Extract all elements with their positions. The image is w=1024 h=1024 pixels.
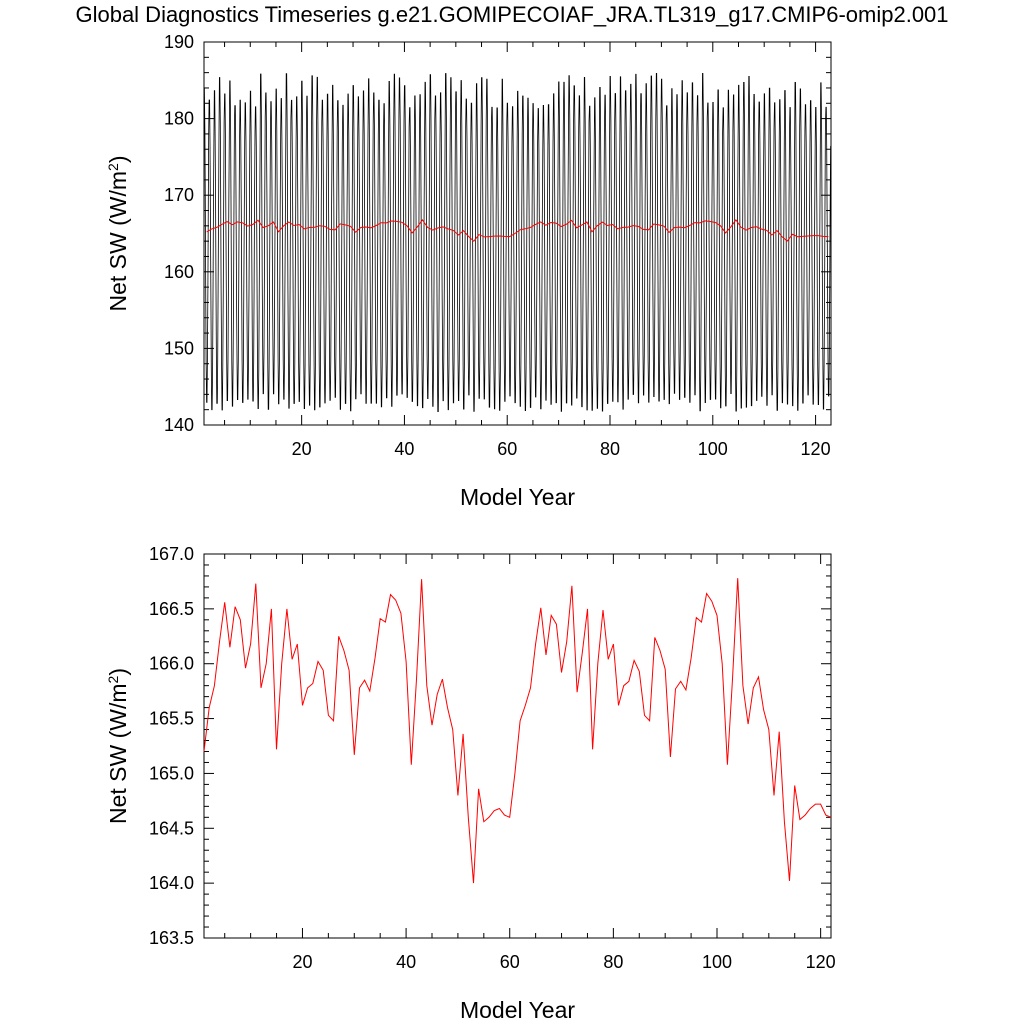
x-axis-label: Model Year — [460, 997, 575, 1023]
y-tick-label: 190 — [164, 32, 194, 52]
y-tick-label: 170 — [164, 185, 194, 205]
y-tick-label: 164.5 — [149, 818, 194, 838]
y-tick-label: 180 — [164, 109, 194, 129]
x-tick-label: 120 — [806, 952, 836, 972]
top-plot-area: 20 40 60 80 100 120 140 150 160 170 180 190 Model Ye… — [105, 32, 832, 510]
x-tick-label: 100 — [702, 952, 732, 972]
x-tick-label: 20 — [292, 439, 312, 459]
y-tick-label: 165.5 — [149, 709, 194, 729]
y-axis-label: Net SW (W/m2) — [105, 668, 131, 824]
x-tick-label: 60 — [500, 952, 520, 972]
y-axis-label: Net SW (W/m2) — [105, 155, 131, 311]
y-tick-label: 166.0 — [149, 654, 194, 674]
x-tick-label: 100 — [698, 439, 728, 459]
plot-frame — [203, 41, 832, 426]
bottom-plot-area: 20 40 60 80 100 120 163.5 164.0 164.5 165.0 165.5 1… — [105, 544, 836, 1023]
plot-frame — [203, 553, 832, 939]
x-tick-label: 40 — [394, 439, 414, 459]
x-tick-label: 80 — [603, 952, 623, 972]
annual-series-line — [203, 578, 832, 884]
y-tick-label: 140 — [164, 415, 194, 435]
monthly-series-line — [204, 73, 831, 412]
x-tick-label: 60 — [497, 439, 517, 459]
y-tick-label: 165.0 — [149, 763, 194, 783]
x-tick-label: 40 — [396, 952, 416, 972]
y-tick-label: 167.0 — [149, 544, 194, 564]
x-tick-label: 20 — [292, 952, 312, 972]
y-tick-label: 160 — [164, 262, 194, 282]
y-tick-label: 164.0 — [149, 873, 194, 893]
annual-mean-line — [206, 219, 829, 242]
x-tick-label: 120 — [801, 439, 831, 459]
x-axis-label: Model Year — [460, 484, 575, 510]
figure-title: Global Diagnostics Timeseries g.e21.GOMI… — [75, 2, 949, 27]
y-tick-label: 150 — [164, 338, 194, 358]
y-tick-label: 166.5 — [149, 599, 194, 619]
y-tick-label: 163.5 — [149, 928, 194, 948]
x-tick-label: 80 — [600, 439, 620, 459]
